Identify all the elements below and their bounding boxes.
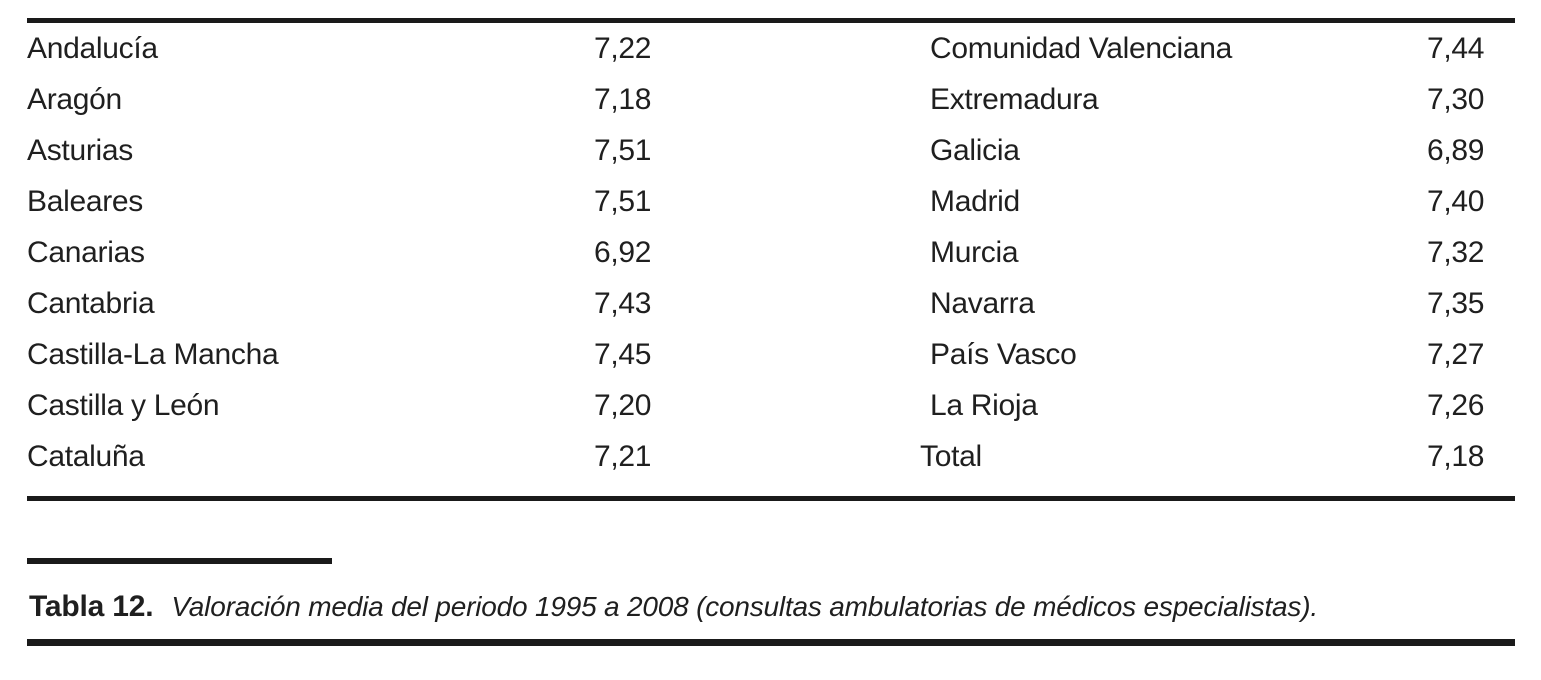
table-row: Castilla-La Mancha 7,45 País Vasco 7,27 [27,329,1515,380]
caption-text: Valoración media del periodo 1995 a 2008… [171,591,1318,622]
region-label: Andalucía [27,31,158,65]
table-row: Asturias 7,51 Galicia 6,89 [27,125,1515,176]
table-row: Andalucía 7,22 Comunidad Valenciana 7,44 [27,23,1515,74]
region-value: 6,89 [1427,133,1485,167]
region-label: Canarias [27,235,145,269]
region-value: 6,92 [594,235,652,269]
region-value: 7,51 [594,133,652,167]
bottom-rule [27,639,1515,646]
region-label: La Rioja [930,388,1038,422]
caption-label: Tabla 12. [29,590,154,623]
region-value: 7,20 [594,388,652,422]
region-label: Castilla-La Mancha [27,337,279,371]
region-label: Murcia [930,235,1019,269]
region-label: Baleares [27,184,144,218]
footnote-rule [27,558,332,564]
region-label: Navarra [930,286,1035,320]
region-label: Cataluña [27,439,145,473]
table-row: Aragón 7,18 Extremadura 7,30 [27,74,1515,125]
region-value: 7,44 [1427,31,1485,65]
table-row: Baleares 7,51 Madrid 7,40 [27,176,1515,227]
table-row: Canarias 6,92 Murcia 7,32 [27,227,1515,278]
region-label: Comunidad Valenciana [930,31,1232,65]
ratings-table: Andalucía 7,22 Comunidad Valenciana 7,44… [27,18,1515,501]
region-value: 7,51 [594,184,652,218]
region-value: 7,21 [594,439,652,473]
region-label: Galicia [930,133,1020,167]
scanned-page: Andalucía 7,22 Comunidad Valenciana 7,44… [0,18,1541,680]
region-label: Asturias [27,133,133,167]
total-label: Total [920,439,982,473]
table-row: Cantabria 7,43 Navarra 7,35 [27,278,1515,329]
region-value: 7,18 [594,82,652,116]
region-value: 7,26 [1427,388,1485,422]
table-caption: Tabla 12. Valoración media del periodo 19… [29,588,1515,626]
region-value: 7,22 [594,31,652,65]
region-label: Castilla y León [27,388,220,422]
region-value: 7,27 [1427,337,1485,371]
region-label: Aragón [27,82,122,116]
region-value: 7,45 [594,337,652,371]
table-row: Cataluña 7,21 Total 7,18 [27,431,1515,482]
region-label: Cantabria [27,286,155,320]
region-label: Madrid [930,184,1020,218]
region-value: 7,40 [1427,184,1485,218]
region-label: País Vasco [930,337,1077,371]
table-row: Castilla y León 7,20 La Rioja 7,26 [27,380,1515,431]
region-value: 7,30 [1427,82,1485,116]
region-value: 7,43 [594,286,652,320]
region-value: 7,32 [1427,235,1485,269]
region-value: 7,35 [1427,286,1485,320]
region-label: Extremadura [930,82,1099,116]
total-value: 7,18 [1427,439,1485,473]
